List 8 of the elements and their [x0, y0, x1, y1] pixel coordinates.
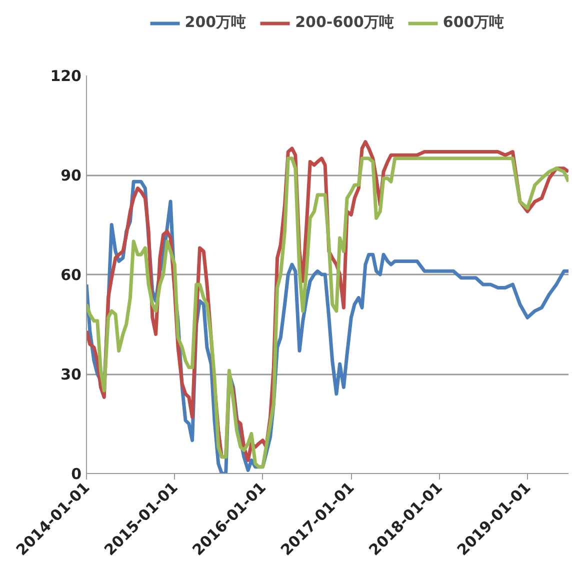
y-tick-label: 30 [60, 366, 82, 384]
y-tick-label: 90 [60, 166, 82, 184]
y-tick-label: 0 [71, 465, 82, 483]
y-tick-label: 120 [50, 67, 82, 85]
legend-label: 200-600万吨 [295, 13, 394, 32]
y-tick-label: 60 [60, 266, 82, 284]
legend-label: 600万吨 [442, 13, 504, 32]
legend-label: 200万吨 [184, 13, 246, 32]
